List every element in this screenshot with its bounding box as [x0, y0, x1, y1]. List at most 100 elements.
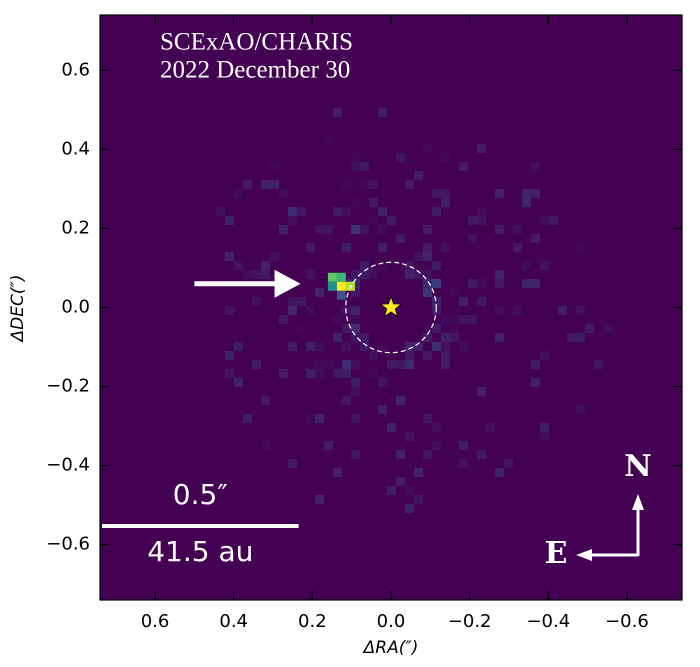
speckle: [351, 306, 360, 315]
speckle: [360, 162, 369, 171]
x-tick-label: 0.0: [377, 611, 406, 632]
speckle: [522, 198, 531, 207]
speckle: [423, 288, 432, 297]
speckle: [225, 216, 234, 225]
speckle: [441, 198, 450, 207]
y-axis-label: ΔDEC(″): [8, 275, 28, 344]
pointer-arrowhead: [274, 269, 301, 298]
speckle: [504, 459, 513, 468]
speckle: [378, 108, 387, 117]
speckle: [342, 207, 351, 216]
scale-bar-label: 0.5″: [173, 478, 228, 511]
speckle: [531, 189, 540, 198]
speckle: [432, 297, 441, 306]
speckle: [558, 306, 567, 315]
speckle: [333, 315, 342, 324]
speckle: [378, 342, 387, 351]
speckle: [369, 180, 378, 189]
speckle: [405, 342, 414, 351]
speckle: [243, 270, 252, 279]
speckle: [252, 297, 261, 306]
speckle: [378, 207, 387, 216]
speckle: [324, 441, 333, 450]
speckle: [459, 162, 468, 171]
speckle: [216, 207, 225, 216]
speckle: [585, 324, 594, 333]
speckle: [369, 198, 378, 207]
speckle: [423, 450, 432, 459]
instrument-annotation: SCExAO/CHARIS: [160, 29, 353, 56]
speckle: [540, 351, 549, 360]
speckle: [432, 342, 441, 351]
north-arrowhead: [632, 494, 644, 510]
speckle: [261, 396, 270, 405]
speckle: [324, 225, 333, 234]
speckle: [288, 207, 297, 216]
speckle: [477, 387, 486, 396]
speckle: [423, 288, 432, 297]
speckle: [306, 342, 315, 351]
speckle: [414, 342, 423, 351]
speckle: [495, 279, 504, 288]
speckle: [351, 378, 360, 387]
speckle: [495, 225, 504, 234]
x-tick-label: −0.4: [526, 611, 570, 632]
speckle: [414, 171, 423, 180]
speckle: [342, 369, 351, 378]
speckle: [405, 270, 414, 279]
speckle: [288, 459, 297, 468]
speckle: [540, 261, 549, 270]
speckle: [477, 450, 486, 459]
speckle: [378, 225, 387, 234]
speckle: [369, 270, 378, 279]
speckle: [432, 279, 441, 288]
speckle: [315, 495, 324, 504]
speckle: [531, 360, 540, 369]
speckle: [342, 306, 351, 315]
speckle: [423, 252, 432, 261]
speckle: [423, 279, 432, 288]
speckle: [225, 252, 234, 261]
date-annotation: 2022 December 30: [160, 57, 350, 84]
speckle: [351, 288, 360, 297]
speckle: [351, 162, 360, 171]
speckle: [378, 378, 387, 387]
speckle: [432, 441, 441, 450]
speckle: [522, 261, 531, 270]
speckle: [342, 180, 351, 189]
speckle: [477, 216, 486, 225]
speckle: [477, 297, 486, 306]
speckle: [450, 288, 459, 297]
speckle: [459, 315, 468, 324]
speckle: [414, 270, 423, 279]
speckle: [360, 180, 369, 189]
speckle: [279, 189, 288, 198]
x-tick-label: 0.4: [219, 611, 248, 632]
speckle: [432, 342, 441, 351]
speckle: [333, 468, 342, 477]
speckle: [567, 333, 576, 342]
speckle: [432, 207, 441, 216]
speckle: [270, 180, 279, 189]
speckle: [351, 333, 360, 342]
speckle: [288, 306, 297, 315]
speckle: [441, 351, 450, 360]
y-tick-label: 0.2: [61, 217, 90, 238]
speckle: [351, 288, 360, 297]
speckle: [423, 333, 432, 342]
speckle: [351, 360, 360, 369]
speckle: [333, 369, 342, 378]
speckle: [459, 297, 468, 306]
speckle: [315, 288, 324, 297]
speckle: [423, 252, 432, 261]
speckle: [342, 243, 351, 252]
speckle: [441, 189, 450, 198]
speckle: [603, 324, 612, 333]
speckle: [414, 342, 423, 351]
speckle: [459, 297, 468, 306]
speckle: [531, 162, 540, 171]
speckle: [297, 207, 306, 216]
speckle: [360, 333, 369, 342]
speckle: [423, 144, 432, 153]
